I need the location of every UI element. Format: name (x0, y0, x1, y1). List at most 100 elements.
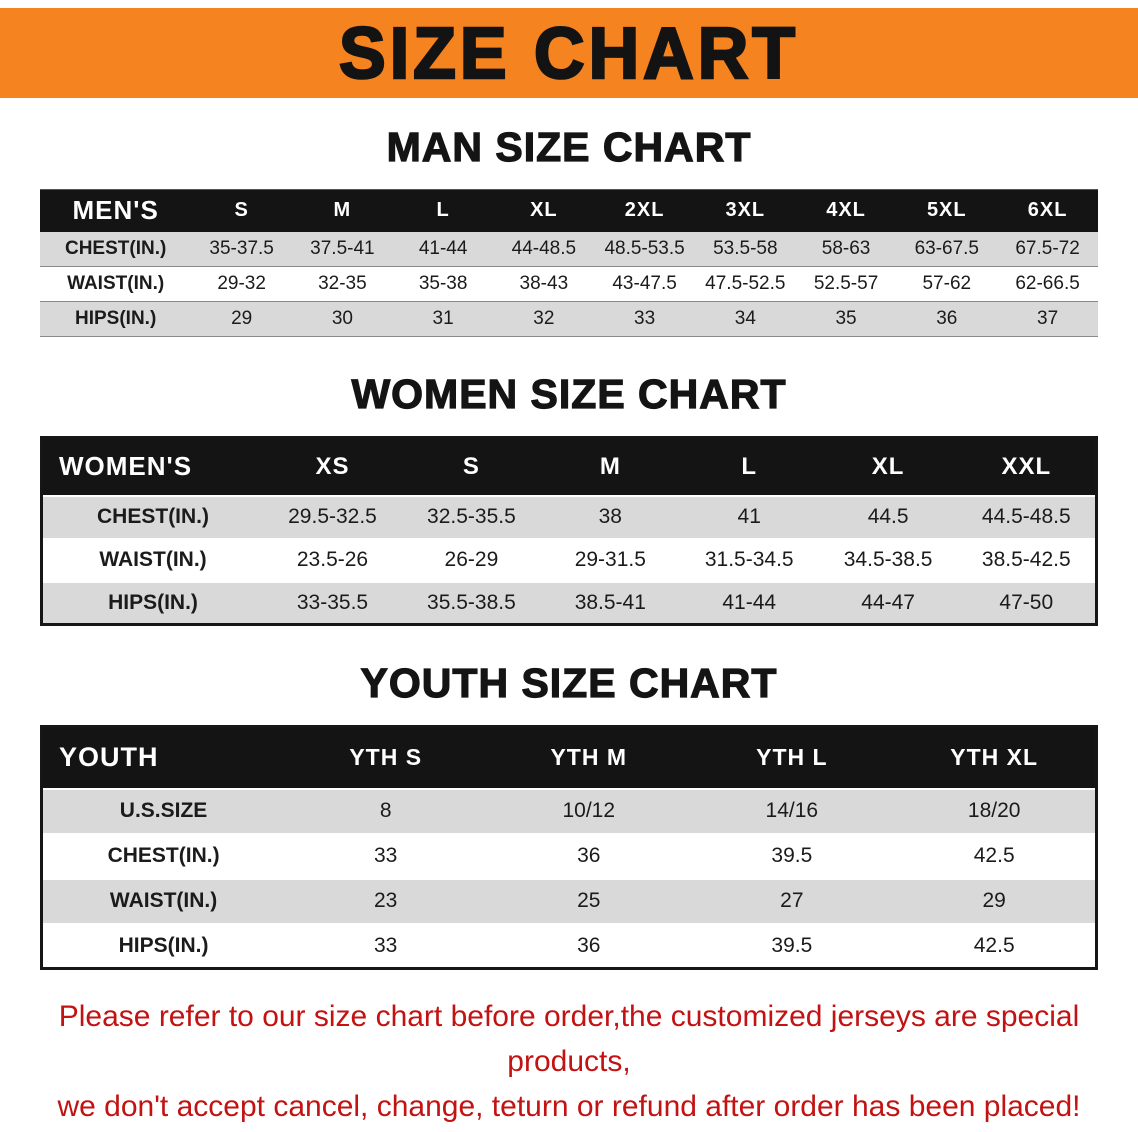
size-column-header: M (292, 189, 393, 232)
size-column-header: YTH L (690, 726, 894, 789)
size-value-cell: 31.5-34.5 (704, 548, 794, 571)
size-value-cell: 44.5 (867, 505, 909, 528)
size-value-cell: 35-37.5 (209, 237, 274, 259)
women-table-header: WOMEN'S XS S M L XL XXL (41, 437, 1097, 496)
size-value-cell: 18/20 (967, 799, 1021, 822)
table-row: CHEST(IN.) 35-37.5 37.5-41 41-44 44-48.5 48.5… (40, 231, 1098, 267)
size-value-cell: 30 (331, 308, 353, 329)
measurement-row-label: WAIST(IN.) (67, 273, 165, 294)
women-section-heading: WOMEN SIZE CHART (351, 370, 787, 417)
measurement-row-label: WAIST(IN.) (109, 889, 218, 912)
size-value-cell: 48.5-53.5 (604, 237, 685, 259)
size-value-cell: 35 (835, 308, 857, 329)
size-value-cell: 38.5-41 (574, 590, 646, 614)
size-value-cell: 25 (577, 889, 601, 912)
size-value-cell: 62-66.5 (1015, 273, 1080, 294)
size-column-header: 3XL (694, 189, 796, 232)
size-value-cell: 33 (374, 844, 398, 867)
size-value-cell: 31 (432, 308, 454, 329)
men-size-table: MEN'S S M L XL 2XL 3XL 4XL 5XL 6XL CHEST(IN.) 35-3… (40, 189, 1098, 337)
size-value-cell: 14/16 (765, 799, 819, 822)
youth-size-table: YOUTH YTH S YTH M YTH L YTH XL U.S.SIZE 8 10/1… (40, 725, 1098, 970)
size-column-header: M (540, 437, 680, 496)
table-row: CHEST(IN.) 29.5-32.5 32.5-35.5 38 41 44.5 44.5… (41, 495, 1097, 539)
size-value-cell: 23 (374, 889, 398, 912)
size-value-cell: 8 (379, 799, 392, 822)
size-value-cell: 38-43 (519, 273, 569, 294)
size-value-cell: 36 (936, 308, 958, 329)
size-column-header: XXL (957, 437, 1097, 496)
size-column-header: XS (263, 437, 402, 496)
page-title: SIZE CHART (338, 11, 799, 95)
size-value-cell: 29.5-32.5 (288, 505, 377, 528)
men-table-header: MEN'S S M L XL 2XL 3XL 4XL 5XL 6XL (40, 189, 1098, 232)
size-value-cell: 57-62 (922, 273, 972, 294)
size-value-cell: 38 (598, 505, 622, 528)
men-table-body: CHEST(IN.) 35-37.5 37.5-41 41-44 44-48.5 48.5… (40, 231, 1098, 337)
women-table-body: CHEST(IN.) 29.5-32.5 32.5-35.5 38 41 44.5 44.5… (41, 495, 1097, 625)
measurement-row-label: WAIST(IN.) (99, 548, 207, 571)
measurement-row-label: CHEST(IN.) (64, 237, 167, 259)
size-value-cell: 41-44 (418, 237, 468, 259)
size-value-cell: 29 (982, 889, 1006, 912)
table-row: HIPS(IN.) 33 36 39.5 42.5 (41, 923, 1097, 969)
size-column-header: S (401, 437, 541, 496)
size-value-cell: 39.5 (771, 933, 813, 957)
size-value-cell: 36 (577, 933, 601, 957)
size-column-header: 4XL (795, 189, 897, 232)
size-value-cell: 39.5 (771, 844, 813, 867)
size-value-cell: 33 (374, 933, 398, 957)
size-value-cell: 47-50 (999, 590, 1054, 614)
disclaimer-line-2: we don't accept cancel, change, teturn o… (57, 1090, 1081, 1123)
size-column-header: XL (818, 437, 958, 496)
size-column-header: 6XL (997, 189, 1098, 232)
youth-size-table-wrap: YOUTH YTH S YTH M YTH L YTH XL U.S.SIZE 8 10/1… (40, 725, 1098, 970)
table-row: HIPS(IN.) 33-35.5 35.5-38.5 38.5-41 41-44 44-… (41, 581, 1097, 625)
size-value-cell: 34.5-38.5 (843, 548, 933, 571)
youth-table-header: YOUTH YTH S YTH M YTH L YTH XL (41, 726, 1097, 789)
size-value-cell: 27 (780, 889, 804, 912)
header-row: WOMEN'S XS S M L XL XXL (41, 437, 1097, 496)
size-value-cell: 32.5-35.5 (427, 505, 516, 528)
table-row: U.S.SIZE 8 10/12 14/16 18/20 (41, 788, 1097, 834)
table-row: CHEST(IN.) 33 36 39.5 42.5 (41, 833, 1097, 879)
table-row: HIPS(IN.) 29 30 31 32 33 34 35 36 37 (40, 301, 1098, 337)
size-value-cell: 43-47.5 (612, 273, 677, 294)
size-value-cell: 52.5-57 (813, 273, 879, 294)
size-column-header: L (392, 189, 494, 232)
size-column-header: 5XL (896, 189, 998, 232)
table-row: WAIST(IN.) 23 25 27 29 (41, 878, 1097, 924)
size-value-cell: 44-47 (861, 590, 915, 614)
size-value-cell: 41-44 (722, 590, 777, 614)
size-value-cell: 58-63 (821, 237, 871, 259)
size-value-cell: 41 (737, 505, 761, 528)
size-column-header: L (679, 437, 819, 496)
header-row: MEN'S S M L XL 2XL 3XL 4XL 5XL 6XL (40, 189, 1098, 232)
table-corner-label: YOUTH (41, 726, 285, 789)
size-value-cell: 35-38 (418, 273, 468, 294)
youth-table-body: U.S.SIZE 8 10/12 14/16 18/20 CHEST(IN.) 33 36 39… (41, 788, 1097, 969)
size-value-cell: 36 (577, 844, 601, 867)
women-size-table-wrap: WOMEN'S XS S M L XL XXL CHEST(IN.) 29.5-32.5 32.… (40, 436, 1098, 626)
size-value-cell: 44-48.5 (511, 237, 577, 259)
header-row: YOUTH YTH S YTH M YTH L YTH XL (41, 726, 1097, 789)
size-column-header: YTH S (284, 726, 488, 789)
size-column-header: XL (493, 189, 595, 232)
title-banner: SIZE CHART (0, 8, 1138, 98)
size-value-cell: 32 (533, 308, 555, 329)
measurement-row-label: HIPS(IN.) (118, 933, 209, 957)
table-row: WAIST(IN.) 29-32 32-35 35-38 38-43 43-47.5 47.… (40, 266, 1098, 302)
size-value-cell: 44.5-48.5 (981, 505, 1071, 528)
size-column-header: S (191, 189, 293, 232)
disclaimer-text: Please refer to our size chart before or… (10, 994, 1128, 1129)
size-value-cell: 26-29 (444, 548, 499, 571)
youth-section-heading: YOUTH SIZE CHART (360, 659, 778, 706)
table-row: WAIST(IN.) 23.5-26 26-29 29-31.5 31.5-34.5 34… (41, 538, 1097, 582)
men-section-heading: MAN SIZE CHART (386, 123, 752, 170)
size-value-cell: 47.5-52.5 (705, 273, 786, 294)
measurement-row-label: U.S.SIZE (119, 799, 208, 822)
size-value-cell: 32-35 (318, 273, 367, 294)
size-value-cell: 42.5 (973, 933, 1015, 957)
measurement-row-label: CHEST(IN.) (107, 844, 220, 867)
